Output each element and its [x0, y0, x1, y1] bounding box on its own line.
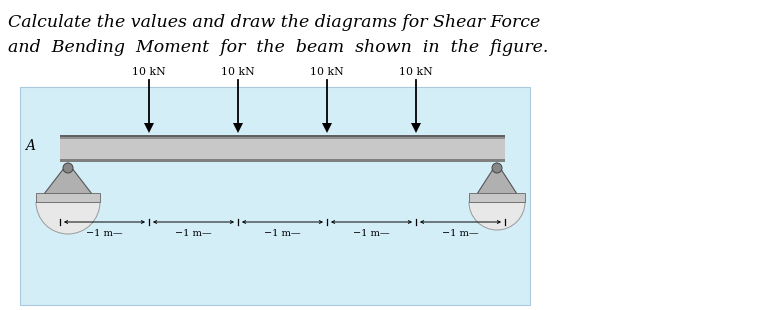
Wedge shape [36, 202, 100, 234]
Text: 10 kN: 10 kN [399, 67, 433, 77]
Text: −1 m—: −1 m— [86, 229, 123, 238]
FancyBboxPatch shape [20, 87, 530, 305]
Text: −1 m—: −1 m— [175, 229, 212, 238]
Polygon shape [233, 123, 243, 133]
Text: −1 m—: −1 m— [353, 229, 390, 238]
Polygon shape [477, 163, 517, 194]
Circle shape [63, 163, 73, 173]
Polygon shape [144, 123, 154, 133]
Circle shape [492, 163, 502, 173]
Text: and  Bending  Moment  for  the  beam  shown  in  the  figure.: and Bending Moment for the beam shown in… [8, 39, 548, 56]
Text: Calculate the values and draw the diagrams for Shear Force: Calculate the values and draw the diagra… [8, 14, 540, 31]
Wedge shape [469, 202, 525, 230]
Bar [36, 193, 100, 202]
Text: −1 m—: −1 m— [442, 229, 479, 238]
Polygon shape [322, 123, 332, 133]
Polygon shape [411, 123, 421, 133]
Bar [60, 137, 505, 139]
Polygon shape [44, 163, 92, 194]
Text: A: A [25, 140, 35, 153]
Bar [60, 139, 505, 159]
Text: 10 kN: 10 kN [132, 67, 166, 77]
Text: 10 kN: 10 kN [221, 67, 255, 77]
Bar [60, 159, 505, 162]
Text: 10 kN: 10 kN [310, 67, 344, 77]
Text: −1 m—: −1 m— [264, 229, 301, 238]
Bar [60, 135, 505, 137]
Bar [469, 193, 525, 202]
